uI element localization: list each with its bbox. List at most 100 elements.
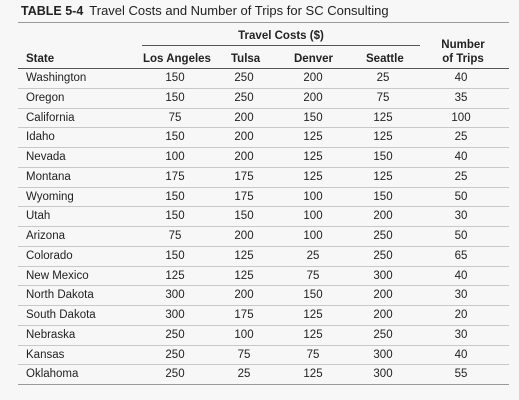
cell-seattle: 250 bbox=[373, 230, 393, 242]
table-row: Nebraska 250 100 125 250 30 bbox=[18, 326, 509, 346]
table-row: Montana 175 175 125 125 25 bbox=[18, 168, 509, 188]
cell-denver: 100 bbox=[303, 230, 323, 242]
cell-tulsa: 175 bbox=[234, 170, 254, 183]
cell-denver: 125 bbox=[303, 151, 323, 163]
cell-denver: 25 bbox=[306, 249, 320, 262]
cell-trips: 25 bbox=[454, 131, 468, 144]
table-row: North Dakota 300 200 150 200 30 bbox=[18, 286, 509, 306]
cell-state: New Mexico bbox=[26, 269, 89, 282]
column-header-number-of-trips: Number of Trips bbox=[432, 38, 494, 66]
cell-trips: 30 bbox=[454, 328, 468, 341]
cell-state: Colorado bbox=[26, 249, 73, 262]
travel-costs-group-header: Travel Costs ($) bbox=[238, 30, 324, 42]
cell-state: Utah bbox=[26, 210, 51, 223]
cell-denver: 125 bbox=[303, 170, 323, 183]
cell-tulsa: 150 bbox=[234, 210, 254, 223]
cell-denver: 150 bbox=[303, 289, 323, 302]
header-divider bbox=[18, 68, 509, 69]
cell-seattle: 300 bbox=[373, 348, 393, 361]
cell-tulsa: 250 bbox=[234, 91, 254, 104]
cell-trips: 40 bbox=[454, 348, 468, 361]
cell-los-angeles: 125 bbox=[165, 269, 185, 282]
cell-los-angeles: 150 bbox=[165, 131, 185, 144]
cell-tulsa: 125 bbox=[234, 269, 254, 282]
column-header-tulsa: Tulsa bbox=[231, 53, 261, 65]
table-row: Utah 150 150 100 200 30 bbox=[18, 207, 509, 227]
cell-los-angeles: 150 bbox=[165, 210, 185, 223]
cell-los-angeles: 150 bbox=[165, 72, 185, 84]
cell-seattle: 300 bbox=[373, 368, 393, 381]
cell-los-angeles: 300 bbox=[165, 289, 185, 302]
cell-trips: 100 bbox=[451, 111, 471, 124]
column-header-trips-line2: of Trips bbox=[442, 53, 484, 65]
cell-trips: 30 bbox=[454, 210, 468, 223]
cell-trips: 40 bbox=[454, 72, 468, 84]
cell-trips: 40 bbox=[454, 269, 468, 282]
column-header-denver: Denver bbox=[294, 53, 333, 65]
table-row: South Dakota 300 175 125 200 20 bbox=[18, 306, 509, 326]
cell-tulsa: 200 bbox=[234, 289, 254, 302]
cell-denver: 75 bbox=[306, 269, 320, 282]
cell-denver: 125 bbox=[303, 309, 323, 321]
cell-state: North Dakota bbox=[26, 289, 94, 302]
cell-state: Kansas bbox=[26, 348, 65, 361]
cell-seattle: 75 bbox=[376, 91, 390, 104]
table-caption: TABLE 5-4 Travel Costs and Number of Trip… bbox=[21, 2, 389, 20]
cell-trips: 40 bbox=[454, 151, 468, 163]
cell-seattle: 300 bbox=[373, 269, 393, 282]
cell-tulsa: 200 bbox=[234, 151, 254, 163]
table-body: Washington 150 250 200 25 40 Oregon 150 250 200 75… bbox=[18, 69, 509, 385]
table-row: Idaho 150 200 125 125 25 bbox=[18, 128, 509, 148]
table-number: TABLE 5-4 bbox=[21, 4, 84, 18]
cell-state: Idaho bbox=[26, 131, 55, 144]
cell-seattle: 125 bbox=[373, 111, 393, 124]
cell-los-angeles: 75 bbox=[168, 230, 182, 242]
cell-tulsa: 175 bbox=[234, 309, 254, 321]
cell-state: Nebraska bbox=[26, 328, 76, 341]
cell-los-angeles: 75 bbox=[168, 111, 182, 124]
cell-denver: 200 bbox=[303, 72, 323, 84]
cell-los-angeles: 300 bbox=[165, 309, 185, 321]
cell-trips: 20 bbox=[454, 309, 468, 321]
cell-denver: 125 bbox=[303, 131, 323, 144]
cell-tulsa: 250 bbox=[234, 72, 254, 84]
cell-denver: 200 bbox=[303, 91, 323, 104]
cell-tulsa: 125 bbox=[234, 249, 254, 262]
cell-los-angeles: 250 bbox=[165, 368, 185, 381]
cell-los-angeles: 150 bbox=[165, 91, 185, 104]
column-header-state: State bbox=[26, 53, 55, 65]
cell-denver: 100 bbox=[303, 190, 323, 203]
column-header-trips-line1: Number bbox=[441, 39, 485, 51]
cell-seattle: 150 bbox=[373, 190, 393, 203]
cell-tulsa: 200 bbox=[234, 230, 254, 242]
cell-trips: 35 bbox=[454, 91, 468, 104]
cell-los-angeles: 250 bbox=[165, 348, 185, 361]
cell-tulsa: 200 bbox=[234, 111, 254, 124]
cell-los-angeles: 250 bbox=[165, 328, 185, 341]
cell-denver: 125 bbox=[303, 368, 323, 381]
table-row: Oklahoma 250 25 125 300 55 bbox=[18, 365, 509, 385]
cell-seattle: 200 bbox=[373, 309, 393, 321]
table-row: Colorado 150 125 25 250 65 bbox=[18, 247, 509, 267]
cell-seattle: 200 bbox=[373, 210, 393, 223]
column-header-los-angeles: Los Angeles bbox=[143, 53, 211, 65]
table-row: New Mexico 125 125 75 300 40 bbox=[18, 267, 509, 287]
group-header-underline bbox=[142, 45, 420, 46]
cell-state: Montana bbox=[26, 170, 71, 183]
cell-seattle: 250 bbox=[373, 249, 393, 262]
cell-los-angeles: 175 bbox=[165, 170, 185, 183]
cell-tulsa: 25 bbox=[237, 368, 251, 381]
cell-state: Washington bbox=[26, 72, 87, 84]
cell-los-angeles: 150 bbox=[165, 190, 185, 203]
cell-state: Wyoming bbox=[26, 190, 74, 203]
table-row: Arizona 75 200 100 250 50 bbox=[18, 227, 509, 247]
cell-trips: 50 bbox=[454, 230, 468, 242]
table-row: Nevada 100 200 125 150 40 bbox=[18, 148, 509, 168]
cell-state: Arizona bbox=[26, 230, 65, 242]
table-row: California 75 200 150 125 100 bbox=[18, 109, 509, 129]
cell-seattle: 25 bbox=[376, 72, 390, 84]
cell-seattle: 250 bbox=[373, 328, 393, 341]
cell-trips: 55 bbox=[454, 368, 468, 381]
table-title: Travel Costs and Number of Trips for SC … bbox=[89, 3, 389, 18]
